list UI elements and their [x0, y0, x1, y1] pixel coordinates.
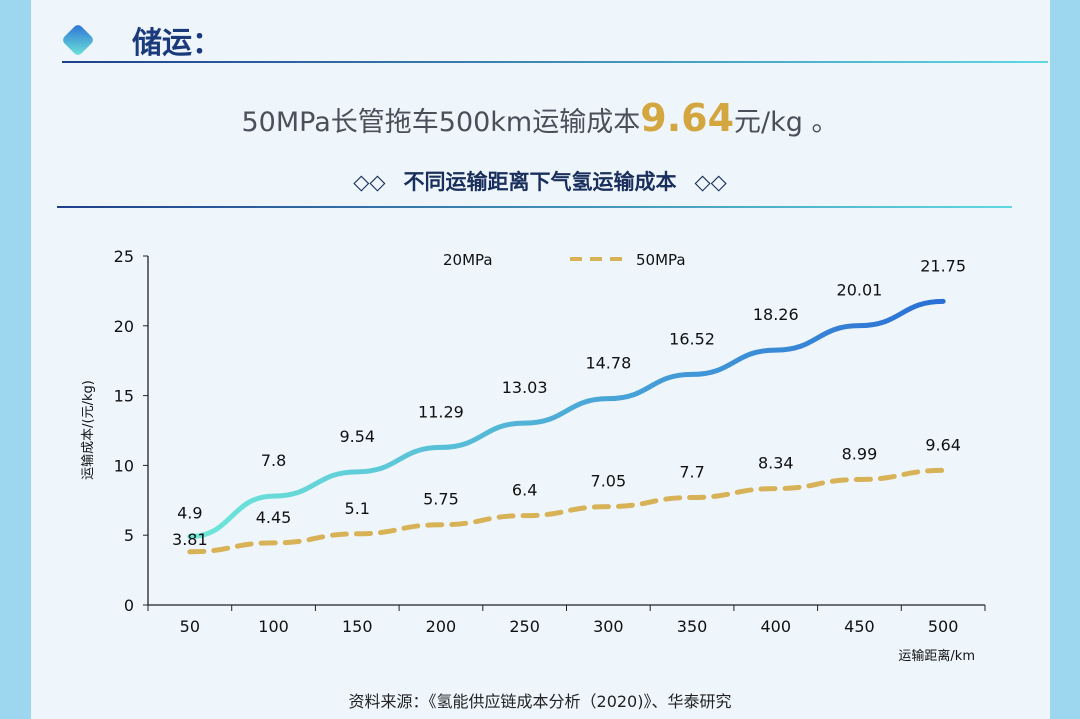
chart-title: ◇◇ 不同运输距离下气氢运输成本 ◇◇	[0, 166, 1080, 196]
data-label: 18.26	[753, 305, 799, 324]
data-label: 14.78	[585, 354, 631, 373]
data-label: 4.9	[177, 504, 202, 523]
y-tick-label: 20	[114, 317, 134, 336]
headline-prefix: 50MPa长管拖车500km运输成本	[241, 107, 641, 138]
headline-value: 9.64	[640, 96, 735, 140]
section-header: 储运：	[61, 18, 222, 62]
x-tick-label: 50	[180, 617, 200, 636]
data-label: 7.7	[679, 463, 704, 482]
headline: 50MPa长管拖车500km运输成本9.64元/kg 。	[0, 96, 1080, 140]
x-tick-label: 500	[928, 617, 959, 636]
left-border	[0, 0, 31, 719]
y-tick-label: 10	[114, 456, 134, 475]
x-tick-label: 100	[258, 617, 289, 636]
data-label: 11.29	[418, 402, 464, 421]
data-label: 4.45	[256, 508, 292, 527]
divider	[62, 61, 1048, 63]
divider	[57, 206, 1012, 208]
series-line-50MPa	[187, 467, 946, 555]
data-label: 21.75	[920, 256, 966, 275]
data-label: 9.54	[339, 427, 375, 446]
x-axis-label: 运输距离/km	[898, 648, 975, 664]
data-label: 13.03	[502, 378, 548, 397]
x-tick-label: 300	[593, 617, 624, 636]
data-label: 7.8	[261, 451, 286, 470]
data-label: 5.1	[345, 499, 370, 518]
chart-title-text: 不同运输距离下气氢运输成本	[403, 170, 677, 194]
x-tick-label: 150	[342, 617, 373, 636]
right-border	[1050, 0, 1080, 719]
series-line-20MPa	[187, 298, 946, 540]
legend-label: 50MPa	[636, 251, 686, 269]
data-label: 8.34	[758, 454, 794, 473]
headline-suffix: 元/kg 。	[734, 107, 839, 138]
y-tick-label: 0	[124, 596, 134, 615]
data-label: 3.81	[172, 530, 208, 549]
x-tick-label: 250	[509, 617, 540, 636]
x-tick-label: 400	[760, 617, 791, 636]
y-tick-label: 5	[124, 526, 134, 545]
data-label: 16.52	[669, 329, 715, 348]
y-tick-label: 15	[114, 387, 134, 406]
data-label: 5.75	[423, 490, 459, 509]
data-label: 9.64	[925, 435, 961, 454]
legend-label: 20MPa	[443, 251, 493, 269]
x-tick-label: 450	[844, 617, 875, 636]
y-axis-label: 运输成本/(元/kg)	[80, 380, 96, 480]
double-diamond-icon: ◇◇	[353, 170, 386, 194]
y-tick-label: 25	[114, 247, 134, 266]
data-label: 7.05	[591, 472, 627, 491]
data-label: 6.4	[512, 481, 537, 500]
double-diamond-icon: ◇◇	[694, 170, 727, 194]
x-tick-label: 350	[677, 617, 708, 636]
section-title: 储运：	[132, 26, 222, 61]
data-label: 20.01	[837, 281, 883, 300]
data-label: 8.99	[842, 444, 878, 463]
source-note: 资料来源：《氢能供应链成本分析（2020)》、华泰研究	[348, 692, 732, 711]
x-tick-label: 200	[426, 617, 457, 636]
